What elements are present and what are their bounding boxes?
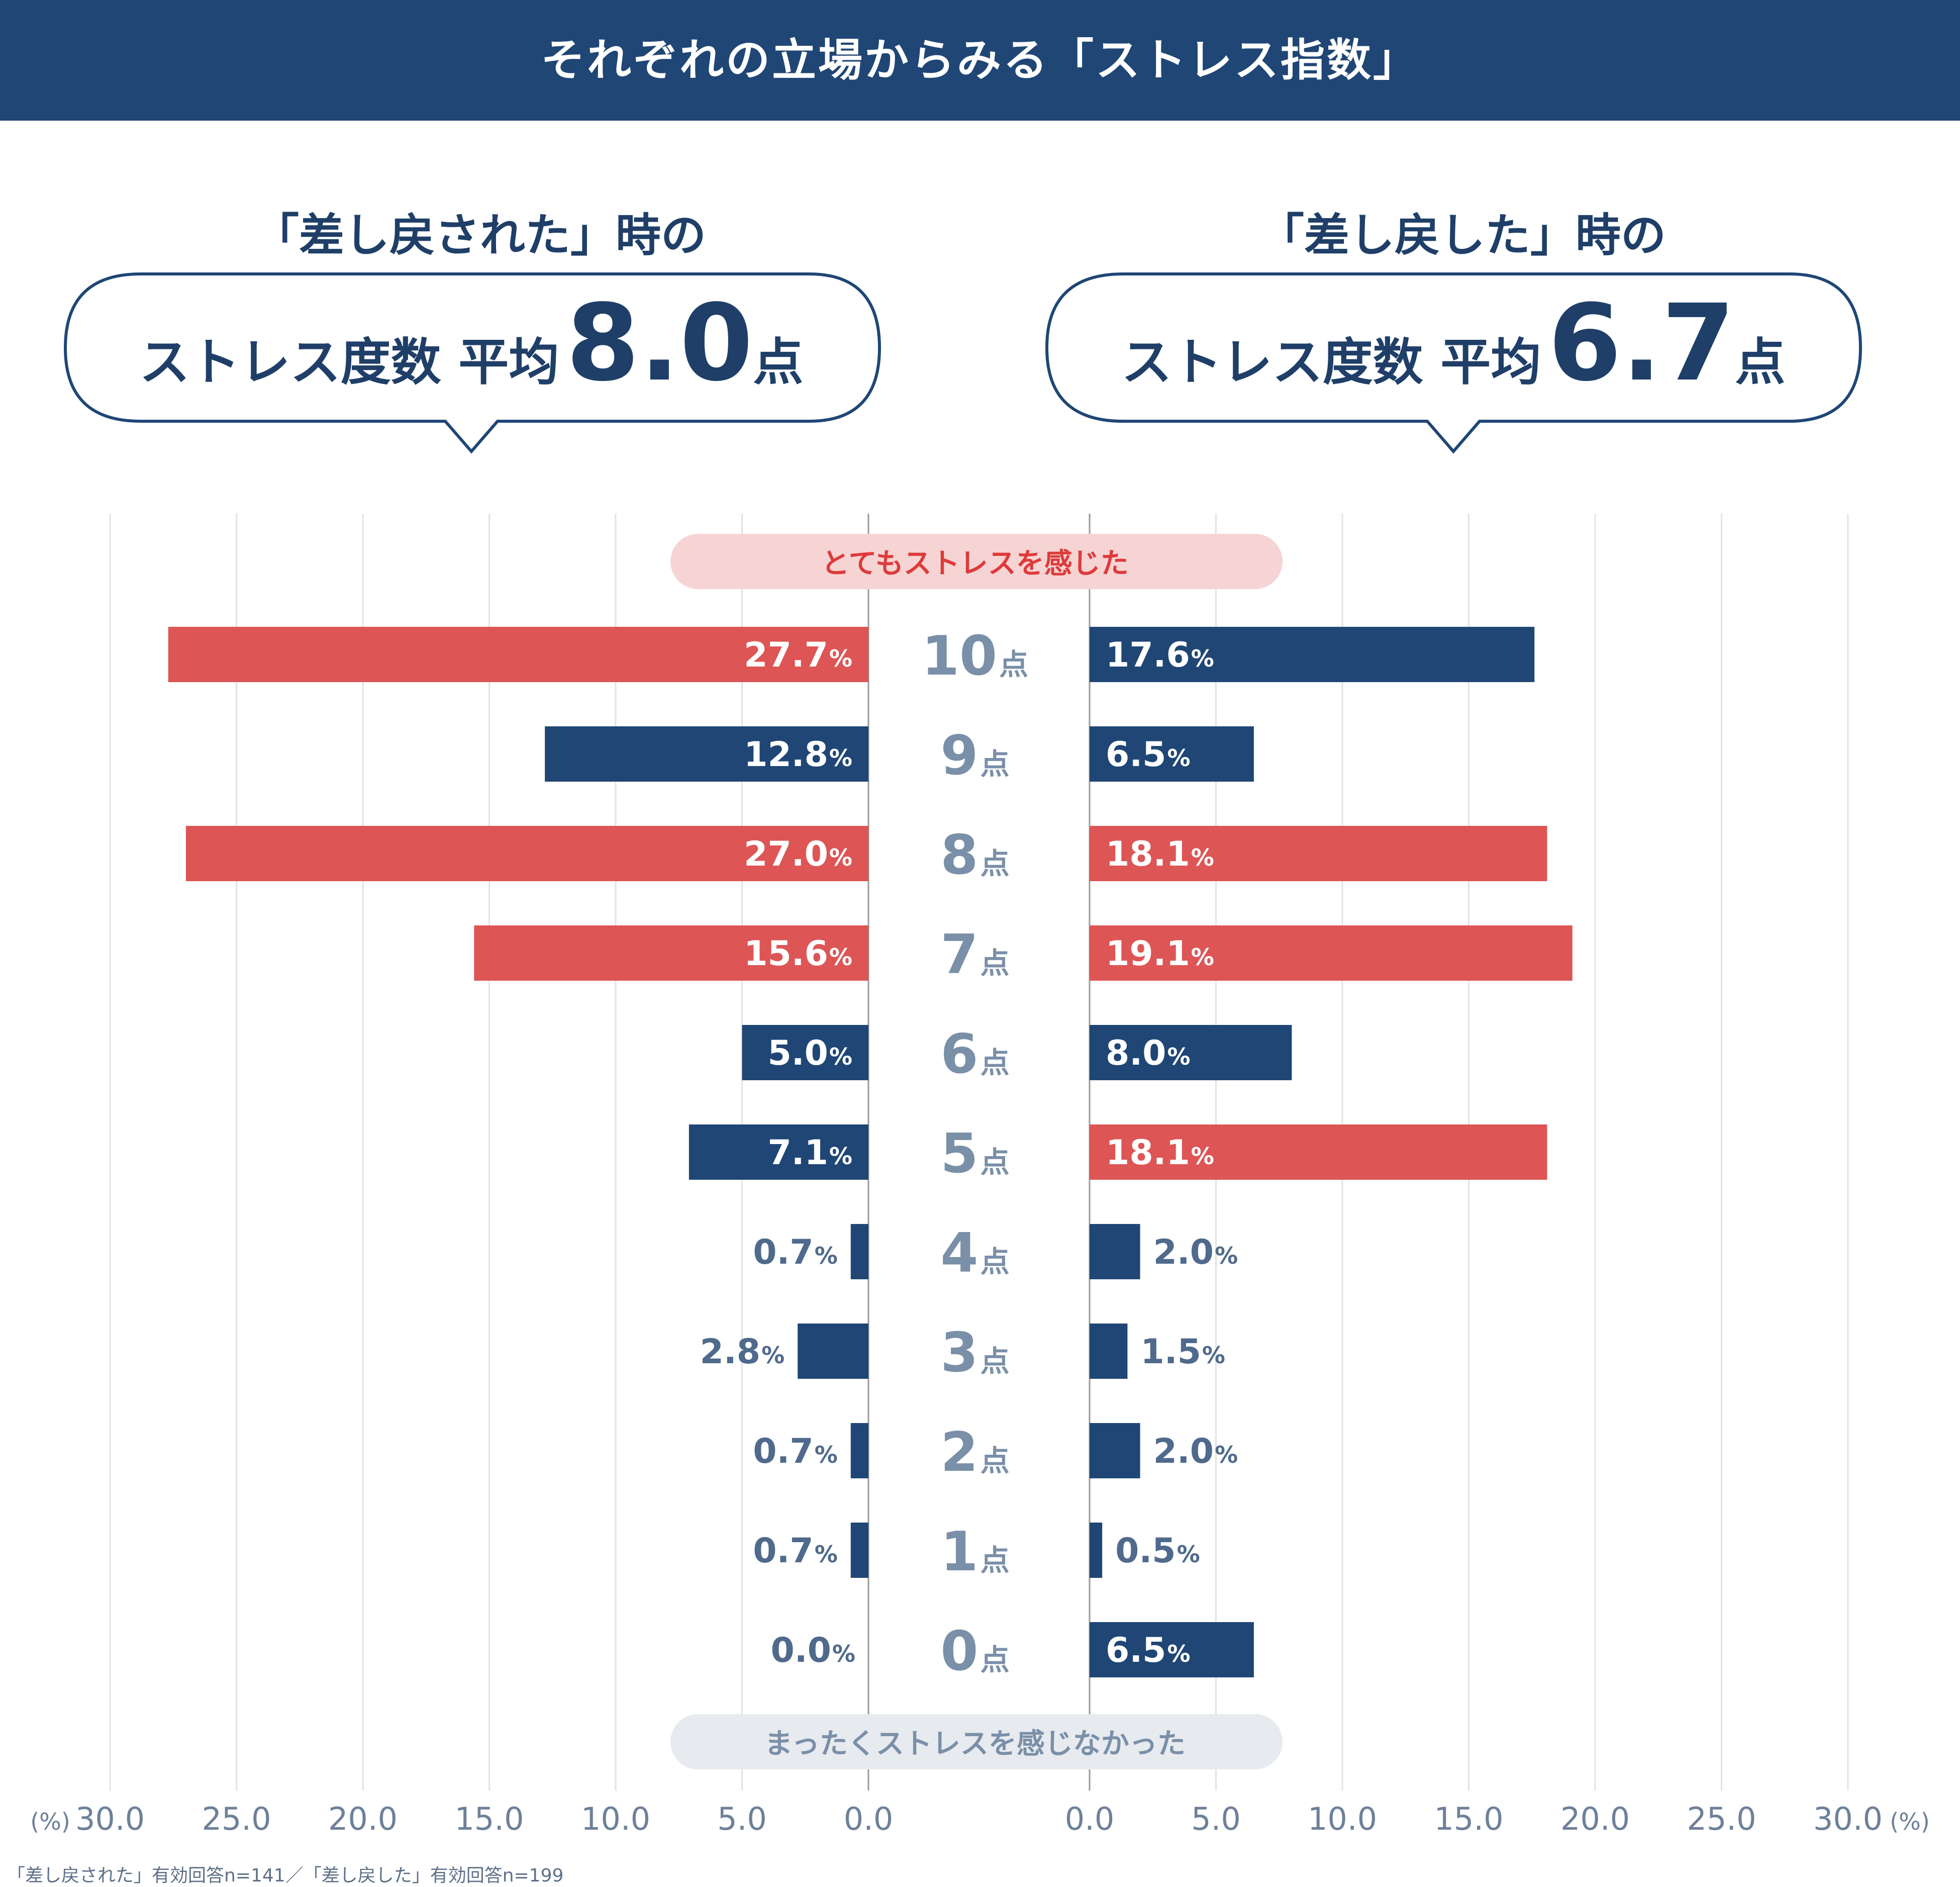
left-bar bbox=[798, 1324, 868, 1379]
right-summary-label: 「差し戻した」時の bbox=[1259, 209, 1666, 262]
right-data-label: 17.6% bbox=[1106, 635, 1214, 675]
footnote: 「差し戻された」有効回答n=141／「差し戻した」有効回答n=199 bbox=[7, 1865, 564, 1886]
right-data-label: 19.1% bbox=[1106, 934, 1214, 974]
right-bar bbox=[1090, 826, 1547, 881]
right-bar bbox=[1090, 1622, 1254, 1677]
score-label: 5点 bbox=[940, 1122, 1009, 1185]
score-label: 6点 bbox=[940, 1023, 1009, 1086]
score-label: 4点 bbox=[940, 1222, 1009, 1285]
score-label: 1点 bbox=[940, 1521, 1009, 1583]
left-summary-label: 「差し戻された」時の bbox=[254, 209, 706, 262]
right-data-label: 18.1% bbox=[1106, 1133, 1214, 1173]
score-label: 10点 bbox=[922, 625, 1028, 688]
left-data-label: 0.7% bbox=[753, 1432, 838, 1471]
left-axis-unit: (%) bbox=[30, 1808, 70, 1835]
header-bar: それぞれの立場からみる「ストレス指数」 bbox=[0, 0, 1960, 121]
left-data-label: 15.6% bbox=[744, 934, 852, 974]
right-axis-tick-label: 5.0 bbox=[1191, 1801, 1241, 1837]
right-summary-metric-text: ストレス度数 平均6.7点 bbox=[1122, 281, 1786, 405]
left-axis-tick-label: 0.0 bbox=[844, 1801, 894, 1837]
score-label: 0点 bbox=[940, 1620, 1009, 1683]
right-axis-tick-label: 30.0 bbox=[1813, 1801, 1883, 1837]
right-data-label: 0.5% bbox=[1115, 1531, 1200, 1571]
right-data-label: 1.5% bbox=[1140, 1332, 1225, 1372]
left-bar bbox=[850, 1224, 868, 1279]
right-bar bbox=[1090, 627, 1535, 682]
left-axis-tick-label: 10.0 bbox=[581, 1801, 650, 1837]
left-bar bbox=[742, 1025, 868, 1080]
right-axis-unit: (%) bbox=[1890, 1808, 1930, 1835]
left-axis-tick-label: 30.0 bbox=[75, 1801, 145, 1837]
right-bar bbox=[1090, 1324, 1128, 1379]
bottom-pill bbox=[670, 1714, 1283, 1769]
bottom-pill-label: まったくストレスを感じなかった bbox=[764, 1728, 1186, 1760]
left-bar bbox=[689, 1124, 868, 1180]
score-label: 3点 bbox=[940, 1322, 1009, 1384]
score-label: 9点 bbox=[940, 724, 1009, 787]
right-summary-bubble bbox=[1045, 272, 1863, 454]
right-data-label: 8.0% bbox=[1106, 1033, 1191, 1073]
right-data-label: 6.5% bbox=[1106, 1631, 1191, 1670]
left-bar bbox=[474, 925, 868, 981]
left-data-label: 5.0% bbox=[767, 1033, 852, 1073]
right-data-label: 6.5% bbox=[1106, 735, 1191, 775]
right-axis-tick-label: 10.0 bbox=[1308, 1801, 1377, 1837]
right-bar bbox=[1090, 1025, 1292, 1080]
left-axis-tick-label: 20.0 bbox=[328, 1801, 398, 1837]
axes: 0.0 0.0 5.0 5.0 10.0 10.0 15.0 15.0 20.0 20.0 25.0… bbox=[30, 534, 1930, 1837]
left-bar bbox=[850, 1523, 868, 1578]
left-data-label: 27.7% bbox=[744, 635, 852, 675]
top-pill bbox=[670, 534, 1283, 589]
right-bar bbox=[1090, 925, 1573, 981]
left-summary-metric: ストレス度数 平均 bbox=[140, 333, 559, 392]
top-pill-label: とてもストレスを感じた bbox=[821, 547, 1129, 580]
right-axis-tick-label: 20.0 bbox=[1560, 1801, 1630, 1837]
left-data-label: 7.1% bbox=[767, 1133, 852, 1173]
right-bar bbox=[1090, 1224, 1140, 1279]
right-data-label: 2.0% bbox=[1153, 1432, 1238, 1471]
grid-lines bbox=[109, 514, 1849, 1790]
right-axis-tick-label: 15.0 bbox=[1434, 1801, 1503, 1837]
right-bar bbox=[1090, 726, 1254, 782]
score-label: 2点 bbox=[940, 1421, 1009, 1484]
left-data-label: 0.0% bbox=[770, 1631, 855, 1670]
bars bbox=[168, 627, 1573, 1677]
right-data-label: 18.1% bbox=[1106, 834, 1214, 874]
right-data-label: 2.0% bbox=[1153, 1233, 1238, 1272]
left-bar bbox=[168, 627, 869, 682]
right-summary-unit: 点 bbox=[1735, 333, 1785, 392]
left-summary-bubble bbox=[63, 272, 881, 454]
left-axis-tick-label: 5.0 bbox=[717, 1801, 767, 1837]
left-axis-tick-label: 25.0 bbox=[202, 1801, 271, 1837]
right-axis-tick-label: 0.0 bbox=[1065, 1801, 1115, 1837]
right-bar bbox=[1090, 1423, 1140, 1478]
left-data-label: 27.0% bbox=[744, 834, 852, 874]
score-label: 8点 bbox=[940, 824, 1009, 887]
right-bar bbox=[1090, 1124, 1547, 1180]
left-bar bbox=[185, 826, 868, 881]
right-summary-value: 6.7 bbox=[1548, 281, 1735, 405]
data-labels: 10点 9点 8点 7点 6点 5点 4点 3点 2点 1点 0点 27.7% 12.8% 27.0% 15… bbox=[700, 625, 1238, 1683]
left-bar bbox=[850, 1423, 868, 1478]
score-label: 7点 bbox=[940, 923, 1009, 986]
left-data-label: 0.7% bbox=[753, 1531, 838, 1571]
right-summary-metric: ストレス度数 平均 bbox=[1122, 333, 1541, 392]
left-summary-value: 8.0 bbox=[566, 281, 753, 405]
left-summary-unit: 点 bbox=[753, 333, 803, 392]
page-title: それぞれの立場からみる「ストレス指数」 bbox=[540, 34, 1419, 86]
left-data-label: 0.7% bbox=[753, 1233, 838, 1272]
right-axis-tick-label: 25.0 bbox=[1687, 1801, 1756, 1837]
left-data-label: 2.8% bbox=[700, 1332, 785, 1372]
left-data-label: 12.8% bbox=[744, 735, 852, 775]
left-summary-metric-text: ストレス度数 平均8.0点 bbox=[140, 281, 804, 405]
right-bar bbox=[1090, 1523, 1103, 1578]
left-bar bbox=[545, 726, 868, 782]
left-axis-tick-label: 15.0 bbox=[454, 1801, 524, 1837]
